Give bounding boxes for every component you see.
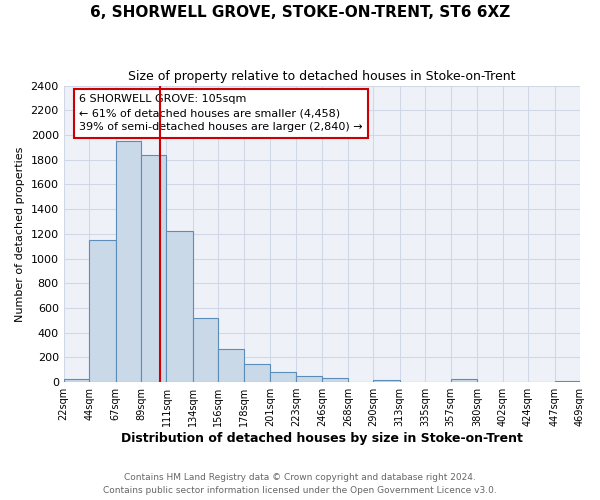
Bar	[451, 378, 477, 382]
Bar	[322, 378, 348, 382]
Bar	[64, 378, 89, 382]
Bar	[244, 364, 271, 382]
Bar	[141, 155, 166, 382]
Bar	[271, 372, 296, 382]
Bar	[193, 318, 218, 382]
Text: 6 SHORWELL GROVE: 105sqm
← 61% of detached houses are smaller (4,458)
39% of sem: 6 SHORWELL GROVE: 105sqm ← 61% of detach…	[79, 94, 363, 132]
Text: 6, SHORWELL GROVE, STOKE-ON-TRENT, ST6 6XZ: 6, SHORWELL GROVE, STOKE-ON-TRENT, ST6 6…	[90, 5, 510, 20]
Text: Contains HM Land Registry data © Crown copyright and database right 2024.
Contai: Contains HM Land Registry data © Crown c…	[103, 473, 497, 495]
X-axis label: Distribution of detached houses by size in Stoke-on-Trent: Distribution of detached houses by size …	[121, 432, 523, 445]
Title: Size of property relative to detached houses in Stoke-on-Trent: Size of property relative to detached ho…	[128, 70, 515, 83]
Bar	[89, 240, 116, 382]
Bar	[218, 350, 244, 382]
Bar	[116, 141, 141, 382]
Y-axis label: Number of detached properties: Number of detached properties	[15, 146, 25, 322]
Bar	[166, 232, 193, 382]
Bar	[554, 381, 580, 382]
Bar	[373, 380, 400, 382]
Bar	[296, 376, 322, 382]
